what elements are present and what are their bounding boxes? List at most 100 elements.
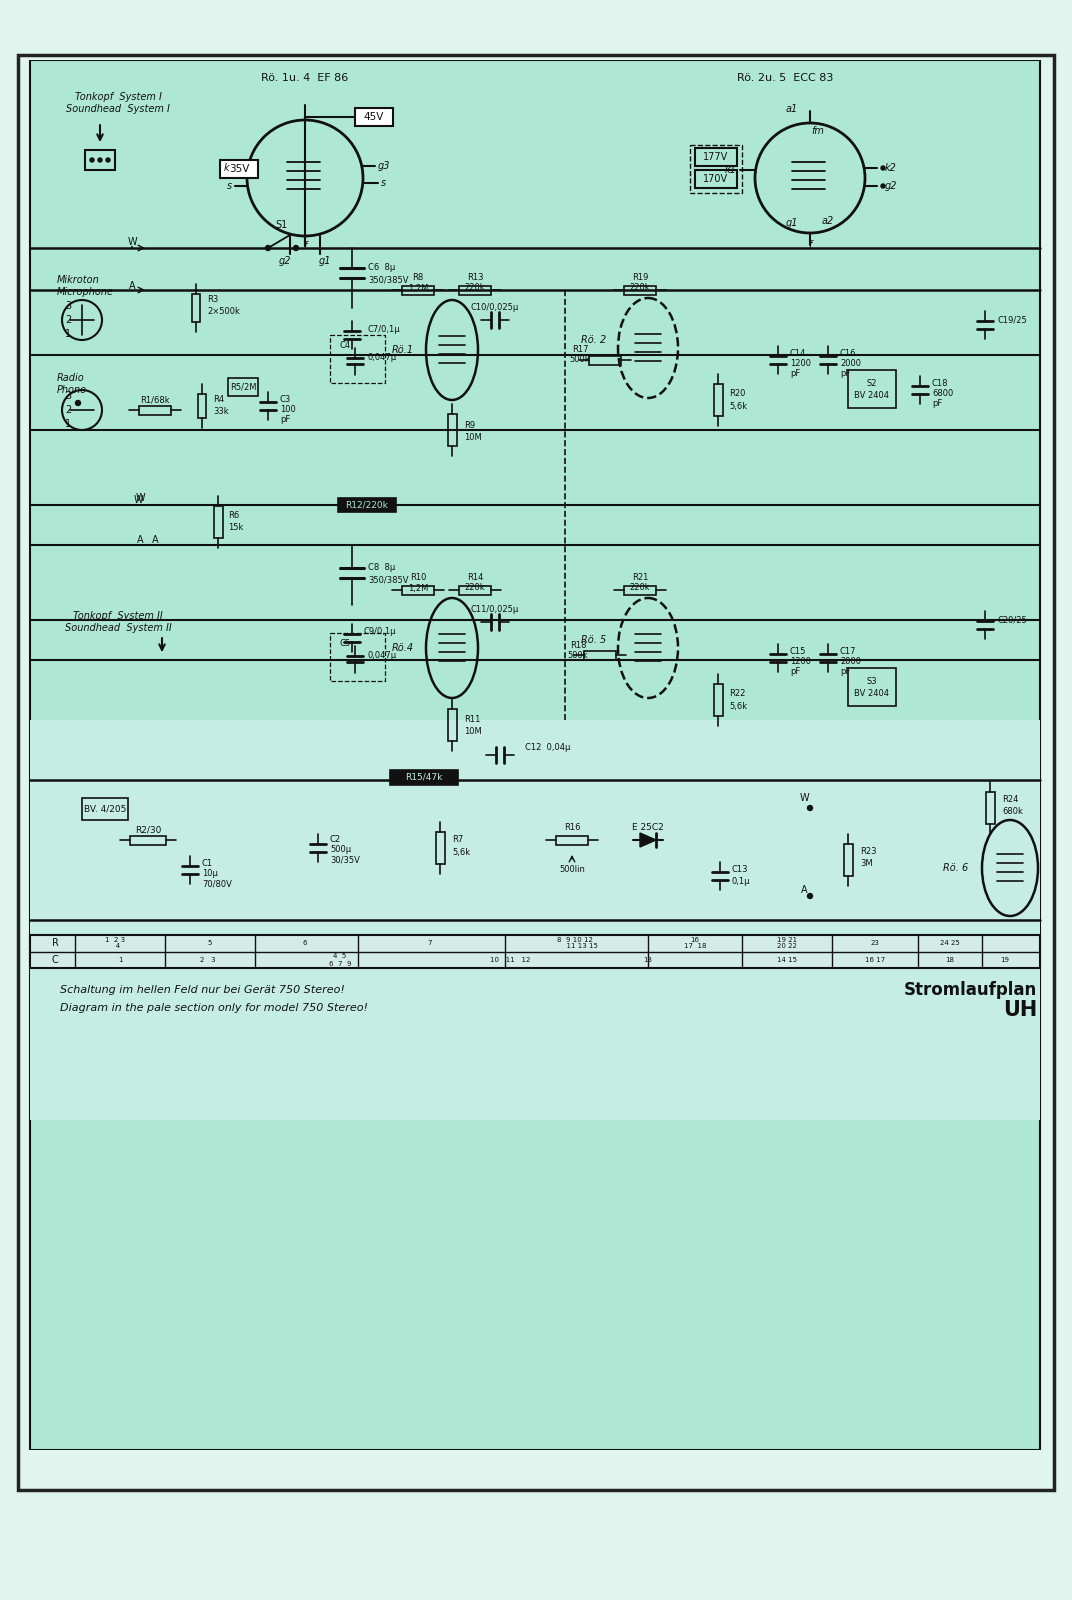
Text: 45V: 45V	[363, 112, 384, 122]
Bar	[690, 146, 742, 194]
Bar	[624, 586, 656, 595]
Text: k2: k2	[885, 163, 897, 173]
Bar	[848, 370, 896, 408]
Text: C: C	[51, 955, 58, 965]
Text: C2: C2	[330, 835, 341, 845]
Bar	[584, 651, 616, 659]
Text: pF: pF	[932, 398, 942, 408]
Text: 18: 18	[946, 957, 954, 963]
Text: R3: R3	[207, 296, 219, 304]
Bar	[228, 378, 258, 395]
Text: a1: a1	[786, 104, 799, 114]
Bar	[0, 1450, 1072, 1600]
Text: C10/0,025µ: C10/0,025µ	[471, 304, 519, 312]
Text: R24: R24	[1002, 795, 1018, 805]
Bar	[330, 334, 385, 382]
Circle shape	[75, 400, 80, 405]
Text: 2×500k: 2×500k	[207, 307, 240, 317]
Text: C8  8µ: C8 8µ	[368, 563, 396, 573]
Text: C3: C3	[280, 395, 292, 405]
Bar	[844, 845, 853, 877]
Text: BV 2404: BV 2404	[854, 392, 890, 400]
Text: 1: 1	[65, 330, 71, 339]
Bar	[355, 109, 393, 126]
Text: Tonkopf  System II: Tonkopf System II	[73, 611, 163, 621]
Text: A: A	[129, 282, 135, 291]
Text: 33k: 33k	[213, 408, 228, 416]
Text: C20/25: C20/25	[998, 616, 1028, 624]
Text: R2/30: R2/30	[135, 826, 161, 835]
Text: 30/35V: 30/35V	[330, 856, 360, 864]
Text: R21: R21	[631, 573, 649, 582]
Bar	[448, 414, 457, 446]
Text: C13: C13	[732, 866, 748, 875]
Text: Soundhead  System I: Soundhead System I	[66, 104, 170, 114]
Bar	[214, 506, 223, 538]
Text: Stromlaufplan: Stromlaufplan	[904, 981, 1037, 998]
Text: 1: 1	[118, 957, 122, 963]
Text: 16 17: 16 17	[865, 957, 885, 963]
Bar	[81, 798, 128, 819]
Text: 500k: 500k	[568, 651, 589, 659]
Text: R15/47k: R15/47k	[405, 773, 443, 781]
Text: R13: R13	[466, 274, 483, 283]
Text: C7/0,1µ: C7/0,1µ	[368, 325, 401, 334]
Text: 1200: 1200	[790, 658, 812, 667]
Text: A: A	[151, 534, 159, 546]
Text: •: •	[130, 245, 134, 251]
Text: pF: pF	[790, 368, 801, 378]
Text: C16: C16	[840, 349, 857, 358]
Text: W: W	[133, 494, 143, 506]
Text: 14 15: 14 15	[777, 957, 796, 963]
Text: S3: S3	[866, 677, 877, 686]
Text: g2: g2	[279, 256, 292, 266]
Circle shape	[807, 805, 813, 811]
Text: 1,2M: 1,2M	[407, 283, 428, 293]
Bar	[695, 149, 738, 166]
Text: 1: 1	[65, 419, 71, 429]
Text: 1,2M: 1,2M	[407, 584, 428, 592]
Text: Schaltung im hellen Feld nur bei Gerät 750 Stereo!: Schaltung im hellen Feld nur bei Gerät 7…	[60, 986, 345, 995]
Bar	[130, 835, 166, 845]
Circle shape	[98, 158, 102, 162]
Text: g2: g2	[885, 181, 897, 190]
Text: 500k: 500k	[569, 355, 591, 365]
Text: 2000: 2000	[840, 658, 861, 667]
Text: 2   3: 2 3	[200, 957, 215, 963]
Text: R18: R18	[569, 640, 586, 650]
Bar	[589, 357, 621, 365]
Text: R: R	[51, 938, 59, 947]
Text: pF: pF	[280, 416, 291, 424]
Text: s: s	[381, 178, 386, 187]
Bar	[556, 835, 589, 845]
Bar	[30, 720, 1040, 1120]
Text: 500µ: 500µ	[330, 845, 352, 854]
Text: 5,6k: 5,6k	[452, 848, 471, 856]
Text: C9/0,1µ: C9/0,1µ	[364, 627, 397, 637]
Bar	[85, 150, 115, 170]
Bar	[714, 384, 723, 416]
Text: R10: R10	[410, 573, 427, 582]
Text: S2: S2	[867, 379, 877, 389]
Text: R23: R23	[860, 848, 877, 856]
Bar	[986, 792, 995, 824]
Text: 220k: 220k	[629, 283, 651, 293]
Text: Phono: Phono	[57, 386, 87, 395]
Text: R22: R22	[729, 690, 745, 699]
Text: Tonkopf  System I: Tonkopf System I	[75, 91, 162, 102]
Bar	[714, 685, 723, 717]
Text: 3M: 3M	[860, 859, 873, 869]
Text: 5: 5	[208, 939, 212, 946]
Text: BV 2404: BV 2404	[854, 690, 890, 699]
Text: 7: 7	[428, 939, 432, 946]
Text: 0,047µ: 0,047µ	[367, 651, 397, 661]
Text: Microphone: Microphone	[57, 286, 114, 298]
Text: g1: g1	[318, 256, 331, 266]
Text: R17: R17	[571, 346, 589, 355]
Text: pF: pF	[840, 667, 850, 675]
Bar	[695, 170, 738, 187]
Bar	[198, 394, 206, 418]
Text: 5,6k: 5,6k	[729, 402, 747, 411]
Text: Soundhead  System II: Soundhead System II	[64, 622, 172, 634]
Bar	[30, 59, 1040, 1450]
